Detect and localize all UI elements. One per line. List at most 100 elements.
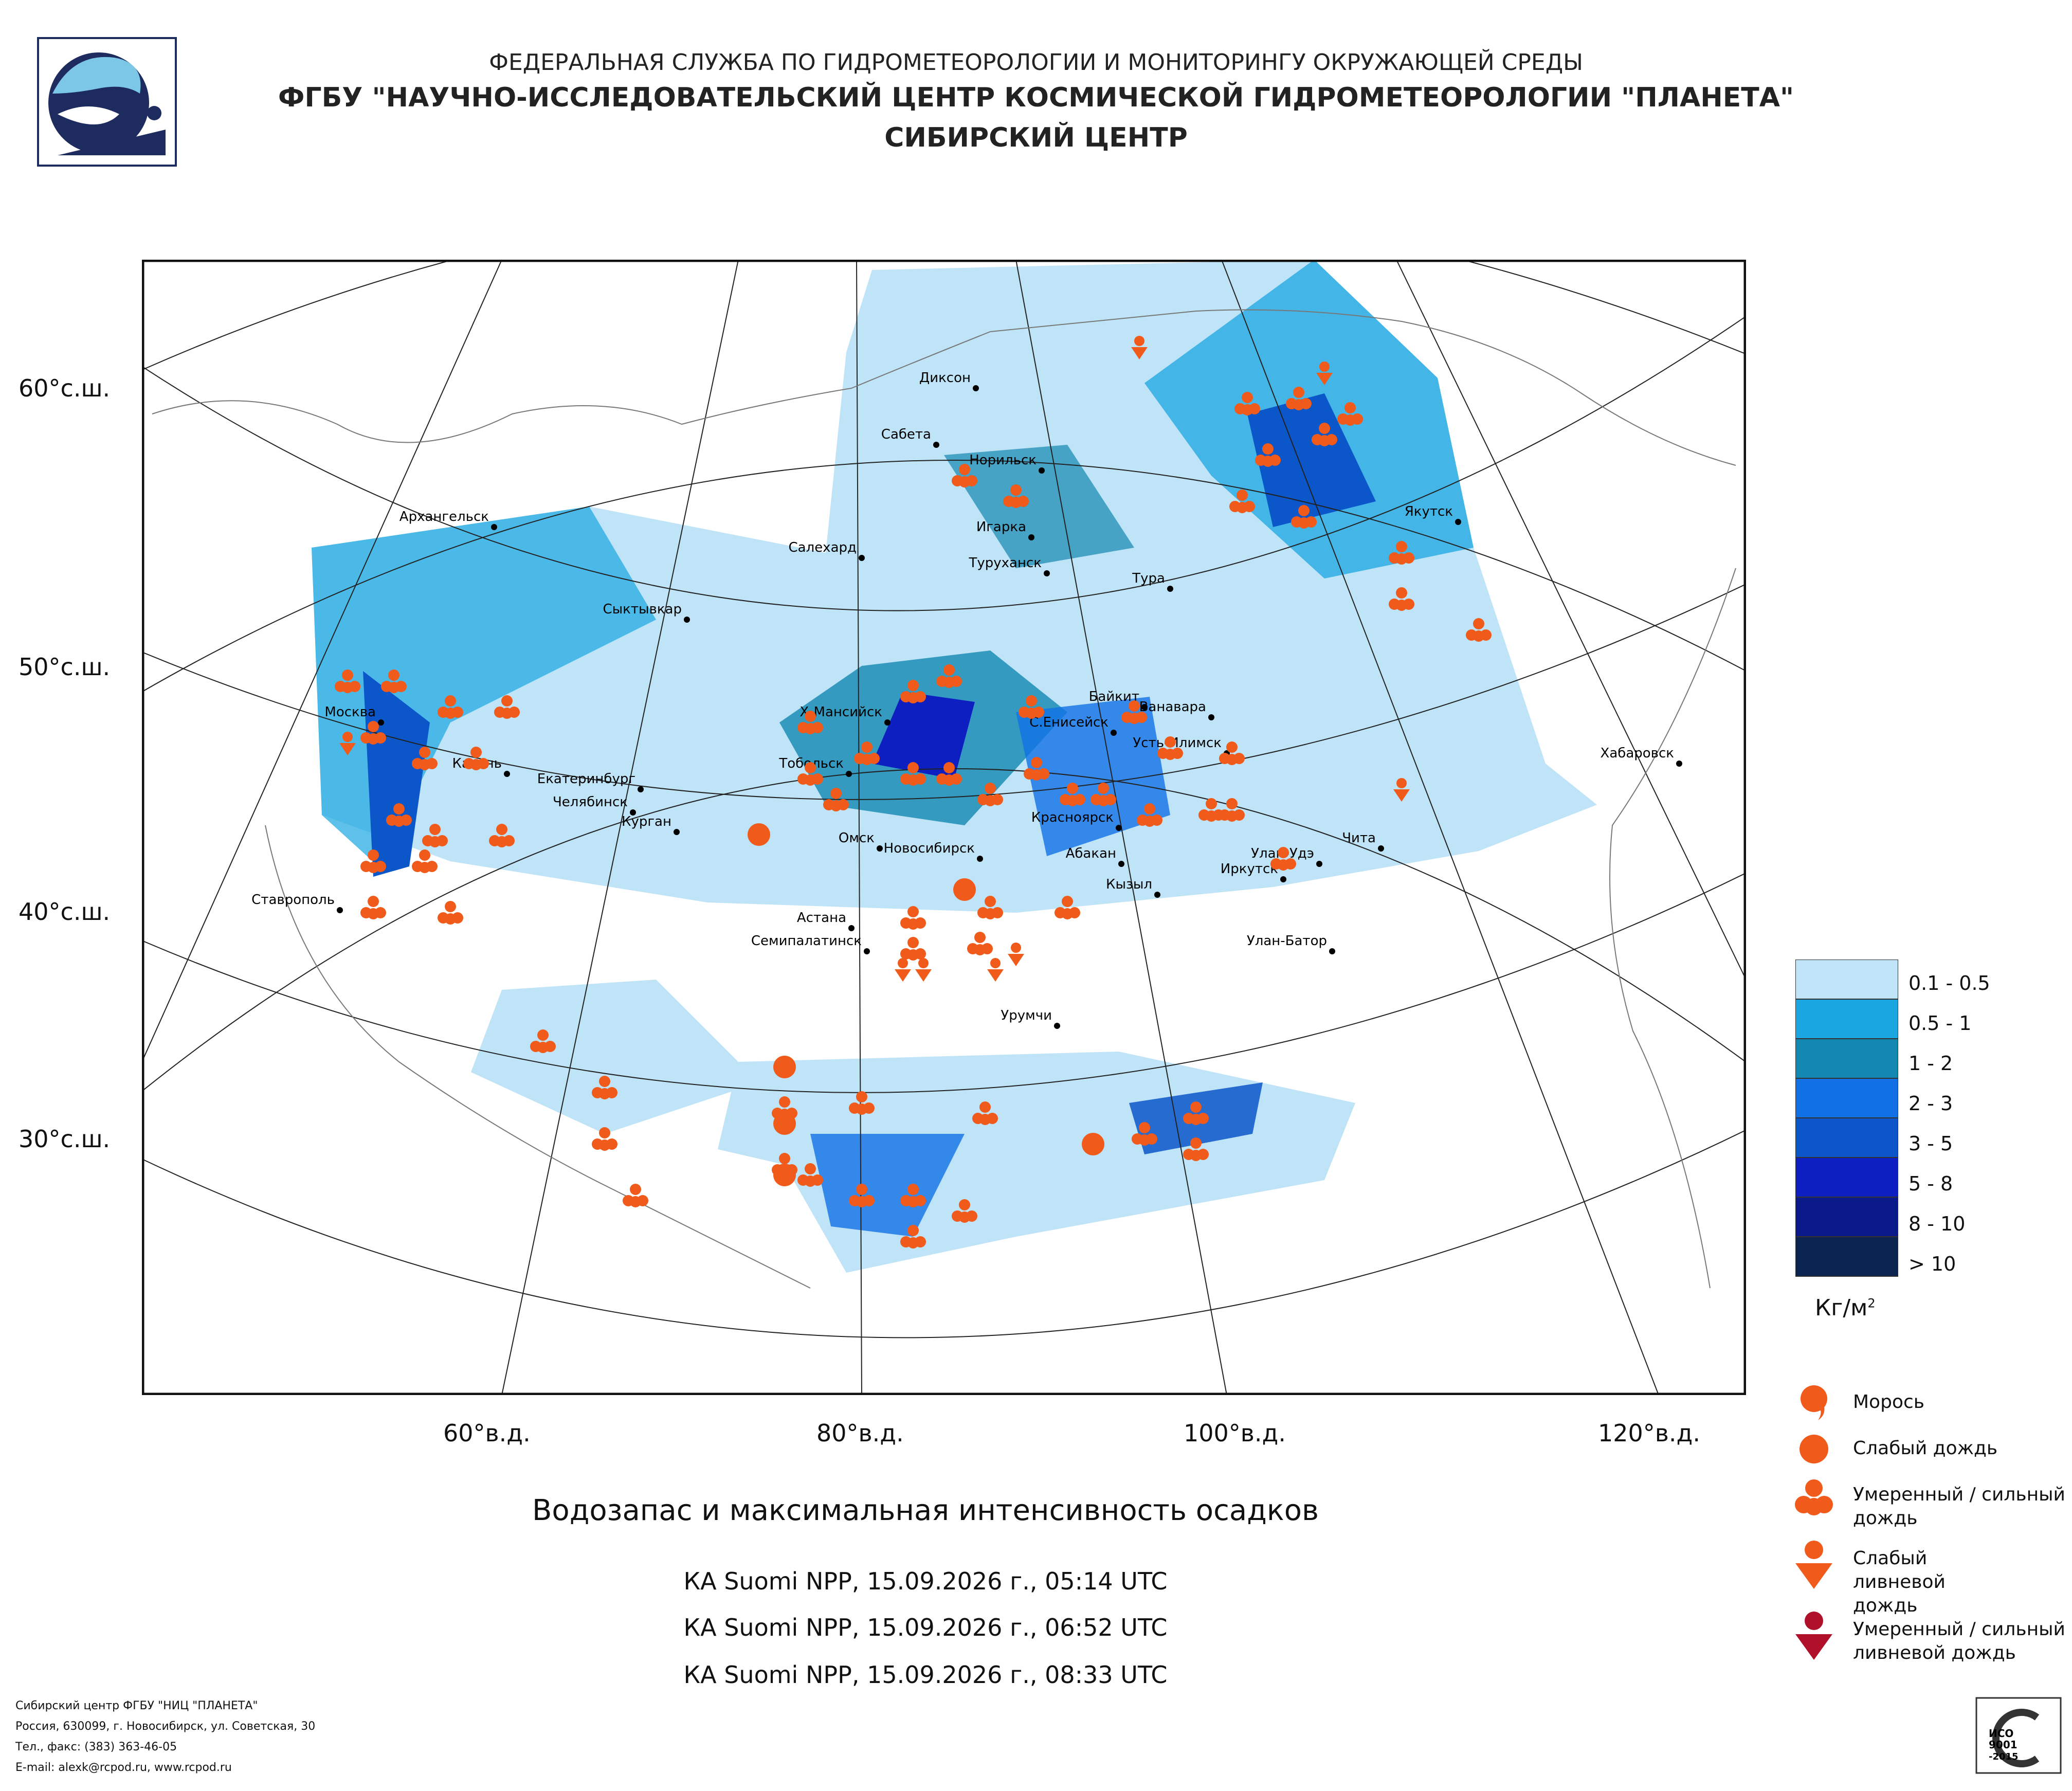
moderate-rain-symbol [1003, 484, 1029, 508]
city-label: Кызыл [1106, 877, 1152, 892]
moderate-rain-symbol [335, 670, 360, 693]
moderate-rain-symbol [494, 695, 520, 719]
moderate-rain-symbol [438, 695, 463, 719]
moderate-rain-symbol [1019, 695, 1044, 719]
iso-certification-icon: ИСО 9001 -2015 [1975, 1697, 2062, 1774]
legend-swatch-2 [1795, 1038, 1898, 1079]
moderate-rain-symbol [967, 932, 993, 955]
moderate-rain-symbol [900, 937, 926, 961]
moderate-rain-symbol [463, 747, 489, 770]
moderate-rain-symbol [412, 747, 438, 770]
moderate-rain-symbol [797, 711, 823, 734]
legend-moderate-rain-label: Умеренный / сильный дождь [1853, 1484, 2065, 1529]
legend-label-5: 5 - 8 [1909, 1172, 1953, 1195]
moderate-rain-symbol [1121, 700, 1147, 724]
light-rain-symbol [1082, 1133, 1104, 1155]
city-marker: Екатеринбург [537, 771, 644, 792]
moderate-rain-symbol [1270, 847, 1296, 871]
moderate-rain-symbol [489, 824, 515, 847]
moderate-rain-symbol [422, 824, 448, 847]
moderate-rain-symbol [1255, 443, 1281, 467]
moderate-rain-symbol [936, 664, 962, 688]
footer-phone: Тел., факс: (383) 363-46-05 [15, 1741, 177, 1753]
legend-drizzle-label: Морось [1853, 1391, 1924, 1413]
city-marker: Москва [324, 704, 384, 726]
moderate-rain-symbol [1389, 587, 1414, 611]
legend-light-rain-label: Слабый дождь [1853, 1438, 1998, 1459]
city-label: Салехард [788, 540, 857, 555]
pass-3: КА Suomi NPP, 15.09.2026 г., 08:33 UTC [683, 1661, 1168, 1689]
city-marker: Кызыл [1106, 877, 1160, 898]
city-label: Омск [839, 830, 875, 846]
city-marker: Ставрополь [251, 892, 343, 913]
center-title: СИБИРСКИЙ ЦЕНТР [884, 122, 1188, 153]
light-shower-symbol [1316, 361, 1333, 385]
moderate-rain-symbol [936, 762, 962, 786]
city-label: Абакан [1066, 846, 1116, 861]
pass-2: КА Suomi NPP, 15.09.2026 г., 06:52 UTC [683, 1614, 1168, 1641]
legend-swatch-7 [1795, 1236, 1898, 1277]
city-label: Астана [797, 910, 846, 926]
city-marker: Диксон [919, 370, 979, 391]
moderate-rain-symbol [900, 762, 926, 786]
legend-label-1: 0.5 - 1 [1909, 1012, 1972, 1035]
light-shower-symbol [1008, 943, 1024, 966]
map-title: Водозапас и максимальная интенсивность о… [532, 1494, 1319, 1527]
institute-title: ФГБУ "НАУЧНО-ИССЛЕДОВАТЕЛЬСКИЙ ЦЕНТР КОС… [278, 82, 1794, 113]
city-marker: Астана [797, 910, 855, 931]
city-label: Игарка [976, 519, 1026, 535]
precipitation-symbols [335, 336, 1492, 1249]
svg-text:ИСО: ИСО [1989, 1727, 2013, 1740]
moderate-rain-symbol [952, 1199, 977, 1223]
light-shower-symbol [987, 958, 1004, 982]
legend-label-7: > 10 [1909, 1253, 1956, 1275]
light-shower-symbol [1393, 778, 1410, 802]
moderate-rain-symbol [977, 783, 1003, 806]
city-label: Новосибирск [884, 841, 975, 856]
legend-swatch-5 [1795, 1157, 1898, 1198]
city-label: Екатеринбург [537, 771, 635, 787]
moderate-rain-symbol [854, 741, 880, 765]
moderate-rain-symbol [623, 1184, 648, 1207]
legend-swatch-6 [1795, 1197, 1898, 1237]
footer-org: Сибирский центр ФГБУ "НИЦ "ПЛАНЕТА" [15, 1699, 258, 1712]
moderate-rain-symbol [900, 680, 926, 703]
city-label: Тура [1132, 571, 1165, 586]
light-shower-symbol [339, 732, 356, 755]
legend-symbols [1795, 1385, 1833, 1660]
legend-light-shower-label: Слабый ливневой дождь [1853, 1548, 1946, 1616]
heavy-shower-icon [1795, 1612, 1832, 1660]
moderate-rain-symbol [1234, 392, 1260, 415]
light-rain-symbol [748, 823, 770, 846]
light-rain-symbol [773, 1056, 796, 1078]
moderate-rain-symbol [952, 464, 977, 487]
city-label: Ванавара [1139, 699, 1206, 715]
moderate-rain-symbol [1090, 783, 1116, 806]
moderate-rain-symbol [797, 1163, 823, 1187]
footer-email: E-mail: alexk@rcpod.ru, www.rcpod.ru [15, 1761, 232, 1774]
water-content-swath [312, 260, 1597, 1273]
city-marker: Хабаровск [1601, 746, 1682, 767]
moderate-rain-symbol [797, 762, 823, 786]
moderate-rain-symbol [900, 906, 926, 930]
precipitation-map: Диксон Сабета Норильск Игарка Туруханск Тура Я… [142, 260, 1746, 1395]
city-marker: Курган [622, 814, 680, 835]
city-label: Сыктывкар [603, 602, 682, 617]
light-rain-symbol [773, 1164, 796, 1186]
moderate-rain-symbol [1183, 1137, 1209, 1161]
city-label: С.Енисейск [1029, 715, 1108, 730]
lat-label-60: 60°с.ш. [19, 374, 111, 402]
light-shower-symbol [915, 958, 932, 982]
moderate-rain-symbol [381, 670, 407, 693]
moderate-rain-icon [1795, 1479, 1833, 1515]
moderate-rain-symbol [900, 1184, 926, 1207]
city-layer: Диксон Сабета Норильск Игарка Туруханск Тура Я… [251, 370, 1682, 1029]
moderate-rain-symbol [1060, 783, 1085, 806]
lon-label-120: 120°в.д. [1598, 1419, 1700, 1447]
moderate-rain-symbol [1132, 1122, 1157, 1146]
moderate-rain-symbol [1024, 757, 1049, 781]
city-label: Москва [324, 704, 376, 720]
moderate-rain-symbol [1286, 387, 1312, 410]
moderate-rain-symbol [438, 901, 463, 925]
pass-1: КА Suomi NPP, 15.09.2026 г., 05:14 UTC [683, 1567, 1168, 1595]
